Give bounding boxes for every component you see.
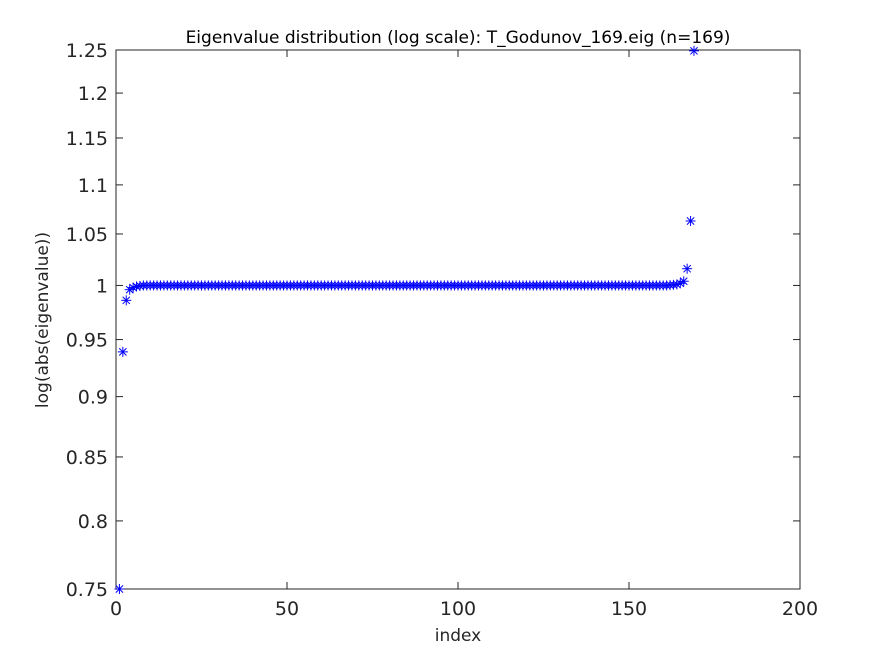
plot-area: [115, 49, 801, 590]
x-tick-label: 150: [611, 598, 647, 620]
y-tick-label: 0.9: [78, 387, 108, 409]
x-tick-label: 50: [275, 598, 299, 620]
tick-labels: 0 50 100 150 200 0.75 0.8 0.85 0.9 0.95 1 1.05 1.1 1.…: [66, 40, 818, 620]
y-tick-label: 1.25: [66, 40, 108, 62]
y-tick-label: 1.2: [78, 83, 108, 105]
x-tick-label: 0: [110, 598, 122, 620]
y-tick-label: 0.95: [66, 330, 108, 352]
x-tick-label: 100: [440, 598, 476, 620]
data-point: [121, 295, 132, 306]
y-tick-label: 1.15: [66, 128, 108, 150]
data-point: [685, 215, 696, 226]
data-point: [114, 584, 125, 594]
chart-title: Eigenvalue distribution (log scale): T_G…: [186, 28, 731, 48]
y-axis-label: log(abs(eigenvalue)): [33, 232, 53, 408]
x-tick-label: 200: [782, 598, 818, 620]
y-tick-label: 0.75: [66, 579, 108, 601]
data-point: [678, 276, 689, 287]
data-point: [682, 263, 693, 274]
y-tick-label: 1.1: [78, 175, 108, 197]
data-point: [688, 45, 699, 56]
y-tick-label: 0.85: [66, 447, 108, 469]
y-tick-label: 1.05: [66, 224, 108, 246]
y-tick-label: 0.8: [78, 511, 108, 533]
data-points: [114, 45, 699, 594]
x-axis-label: index: [435, 626, 482, 646]
y-tick-label: 1: [96, 275, 108, 297]
data-point: [117, 346, 128, 357]
